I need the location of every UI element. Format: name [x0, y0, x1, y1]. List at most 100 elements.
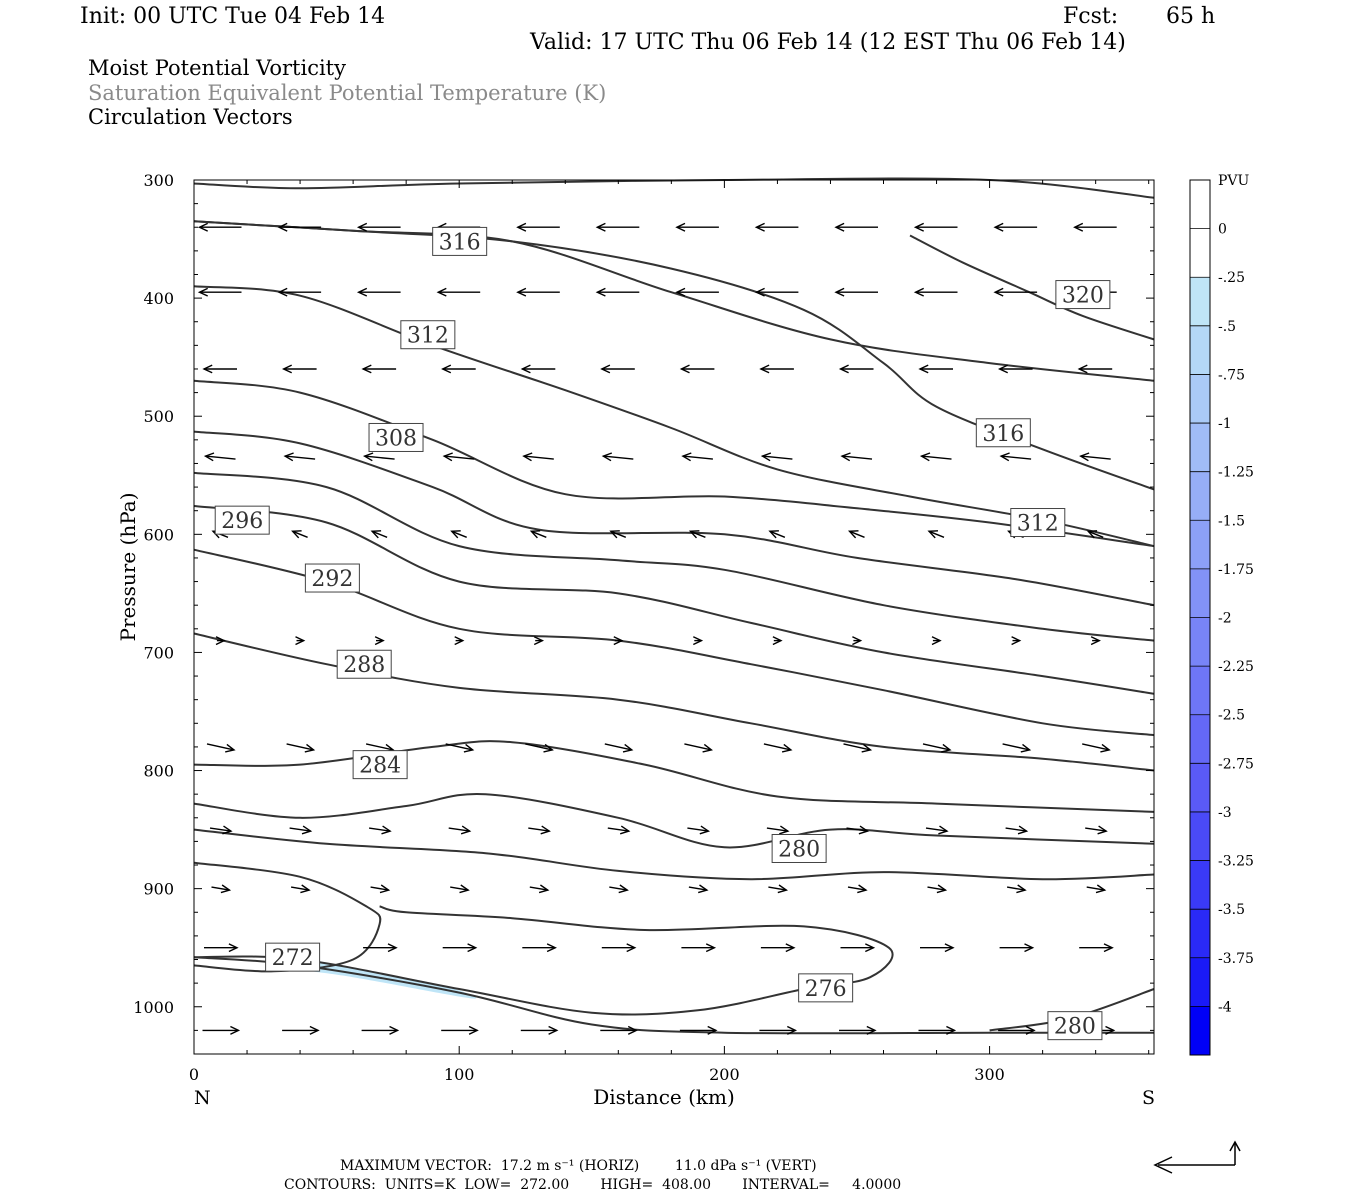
vector-head: [936, 884, 948, 894]
circulation-vector: [209, 825, 233, 835]
colorbar-tick-label: -2.5: [1218, 708, 1245, 724]
vector-shaft: [445, 743, 473, 751]
circulation-vector: [1082, 743, 1111, 753]
max-vector-note: MAXIMUM VECTOR: 17.2 m s⁻¹ (HORIZ) 11.0 …: [340, 1158, 817, 1174]
contour-label-text: 320: [1062, 284, 1104, 309]
circulation-vector: [441, 364, 476, 374]
contour-label-text: 316: [982, 422, 1024, 447]
vector-head: [866, 1025, 877, 1035]
circulation-vector: [759, 364, 794, 374]
vector-head: [999, 452, 1010, 462]
vector-shaft: [603, 455, 634, 460]
vector-head: [468, 1025, 479, 1035]
vector-shaft: [609, 886, 628, 891]
vector-head: [300, 884, 311, 894]
contour-label-288: 288: [336, 649, 392, 679]
x-tick-label: 100: [444, 1065, 475, 1084]
vector-head: [993, 287, 1004, 297]
contour-276-15: [193, 905, 894, 1016]
vector-head: [919, 452, 931, 462]
vector-head: [533, 636, 545, 646]
circulation-vector: [840, 943, 876, 953]
contour-label-296: 296: [214, 505, 270, 535]
vector-shaft: [925, 827, 948, 832]
vector-head: [1100, 743, 1111, 753]
vector-shaft: [610, 530, 627, 538]
colorbar-tick-label: -3: [1218, 805, 1232, 821]
y-tick-label: 900: [143, 880, 174, 899]
circulation-vector: [369, 825, 392, 835]
circulation-vector: [1011, 636, 1022, 646]
x-tick-label: 300: [974, 1065, 1005, 1084]
vector-shaft: [1087, 530, 1104, 538]
vector-head: [301, 825, 313, 835]
vector-head: [361, 364, 372, 374]
contour-312-5: [193, 379, 1155, 548]
vector-shaft: [847, 886, 867, 891]
vector-head: [356, 222, 368, 232]
vector-shaft: [690, 530, 706, 538]
contour-316-3: [193, 220, 1155, 491]
vector-head: [228, 943, 239, 953]
vector-head: [1079, 452, 1090, 462]
circulation-vector: [525, 743, 554, 753]
y-axis-label: Pressure (hPa): [116, 493, 140, 642]
vector-head: [277, 287, 288, 297]
vector-head: [779, 825, 790, 835]
vector-head: [291, 530, 302, 539]
vector-head: [215, 636, 226, 646]
vector-head: [516, 287, 527, 297]
vector-shaft: [1001, 455, 1032, 460]
colorbar-swatch: [1190, 666, 1210, 715]
vector-head: [840, 452, 851, 462]
vector-head: [436, 287, 447, 297]
vector-head: [225, 743, 236, 753]
contour-316-2: [193, 220, 1155, 382]
vector-shaft: [370, 886, 389, 891]
circulation-vector: [919, 452, 952, 462]
vector-head: [1095, 884, 1107, 894]
circulation-vector: [913, 222, 958, 232]
field-name-theta-es: Saturation Equivalent Potential Temperat…: [88, 81, 607, 105]
circulation-vector: [436, 287, 481, 297]
contour-label-text: 312: [407, 324, 449, 349]
circulation-vector: [450, 884, 470, 894]
circulation-vector: [202, 364, 237, 374]
vector-head: [601, 452, 613, 462]
contour-label-box: [432, 226, 488, 256]
vector-head: [548, 1025, 559, 1035]
vector-head: [516, 222, 527, 232]
circulation-vector: [277, 287, 322, 297]
vector-head: [760, 452, 772, 462]
vector-head: [946, 1025, 957, 1035]
vector-head: [304, 743, 316, 753]
circulation-vector: [846, 825, 870, 835]
vector-shaft: [206, 743, 235, 751]
vector-shaft: [927, 886, 946, 891]
circulation-vector: [363, 943, 398, 953]
vector-shaft: [1005, 827, 1027, 832]
contour-label-box: [400, 320, 456, 350]
vector-head: [627, 1025, 638, 1035]
contour-label-text: 284: [359, 754, 401, 779]
circulation-vector: [450, 530, 467, 539]
circulation-vector: [362, 452, 395, 462]
contour-label-box: [336, 649, 392, 679]
circulation-vector: [688, 884, 709, 894]
vector-head: [222, 825, 233, 835]
contour-label-box: [214, 505, 270, 535]
vector-head: [1011, 636, 1022, 646]
field-name-vectors: Circulation Vectors: [88, 105, 293, 129]
vector-head: [857, 884, 868, 894]
vector-shaft: [365, 743, 394, 751]
circulation-vector: [847, 884, 868, 894]
contour-label-320: 320: [1055, 280, 1111, 310]
north-end-label: N: [194, 1087, 211, 1109]
colorbar-tick-label: -2.75: [1218, 756, 1254, 772]
circulation-vector: [442, 452, 475, 462]
circulation-vector: [772, 636, 783, 646]
vector-head: [786, 1025, 798, 1035]
vector-head: [622, 743, 634, 753]
contour-label-276: 276: [798, 973, 854, 1003]
contour-label-box: [798, 973, 854, 1003]
